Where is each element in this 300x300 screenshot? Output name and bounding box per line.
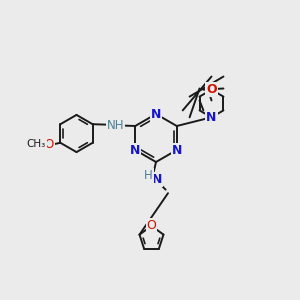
Text: CH₃: CH₃ [27, 139, 46, 149]
Text: N: N [172, 143, 182, 157]
Text: N: N [152, 172, 162, 186]
Text: O: O [44, 138, 54, 151]
Text: N: N [151, 107, 161, 121]
Text: NH: NH [107, 118, 124, 132]
Text: H: H [144, 169, 153, 182]
Text: N: N [206, 111, 217, 124]
Text: O: O [206, 83, 217, 96]
Text: N: N [130, 143, 140, 157]
Text: O: O [147, 219, 156, 232]
